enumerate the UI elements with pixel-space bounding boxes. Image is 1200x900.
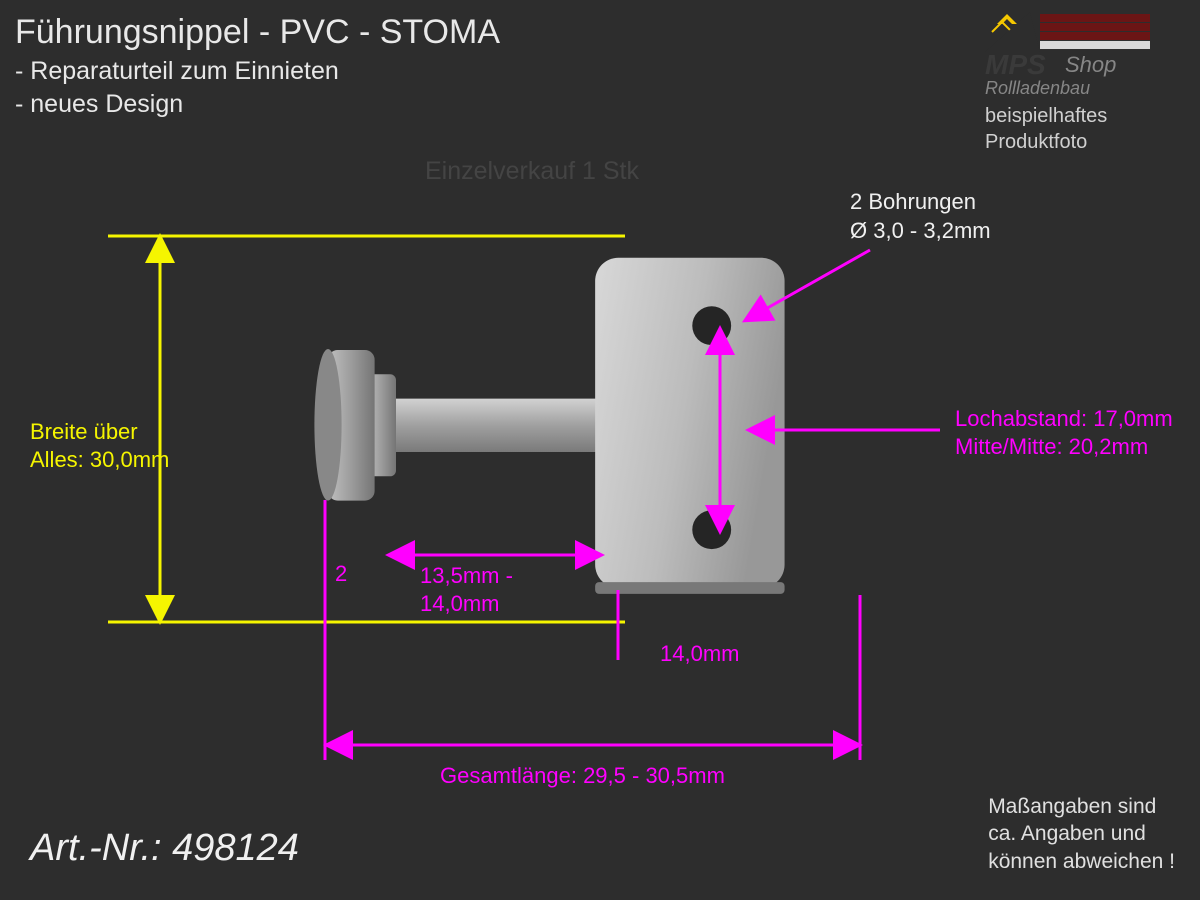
hole-spacing-label: Lochabstand: 17,0mm Mitte/Mitte: 20,2mm (955, 405, 1173, 460)
product-illustration (260, 180, 940, 860)
svg-text:Rollladenbau: Rollladenbau (985, 78, 1090, 97)
plate-width-label: 14,0mm (660, 640, 739, 668)
logo-caption-2: Produktfoto (985, 130, 1175, 154)
total-length-label: Gesamtlänge: 29,5 - 30,5mm (440, 762, 725, 790)
subtitle-line-1: - Reparaturteil zum Einnieten (15, 55, 339, 88)
article-number: Art.-Nr.: 498124 (30, 827, 299, 870)
product-title: Führungsnippel - PVC - STOMA (15, 10, 500, 54)
shaft-length-label: 13,5mm - 14,0mm (420, 562, 513, 617)
svg-text:MPS: MPS (985, 49, 1046, 80)
subtitle-line-2: - neues Design (15, 88, 183, 121)
width-label: Breite über Alles: 30,0mm (30, 418, 169, 473)
bore-label: 2 Bohrungen Ø 3,0 - 3,2mm (850, 188, 991, 245)
tab-thickness-label: 2 (335, 560, 347, 588)
brand-logo: MPS Shop Rollladenbau beispielhaftes Pro… (985, 12, 1175, 154)
svg-text:Shop: Shop (1065, 52, 1116, 77)
disclaimer: Maßangaben sind ca. Angaben und können a… (988, 793, 1175, 875)
logo-caption-1: beispielhaftes (985, 104, 1175, 128)
logo-icon: MPS Shop Rollladenbau (985, 12, 1155, 97)
